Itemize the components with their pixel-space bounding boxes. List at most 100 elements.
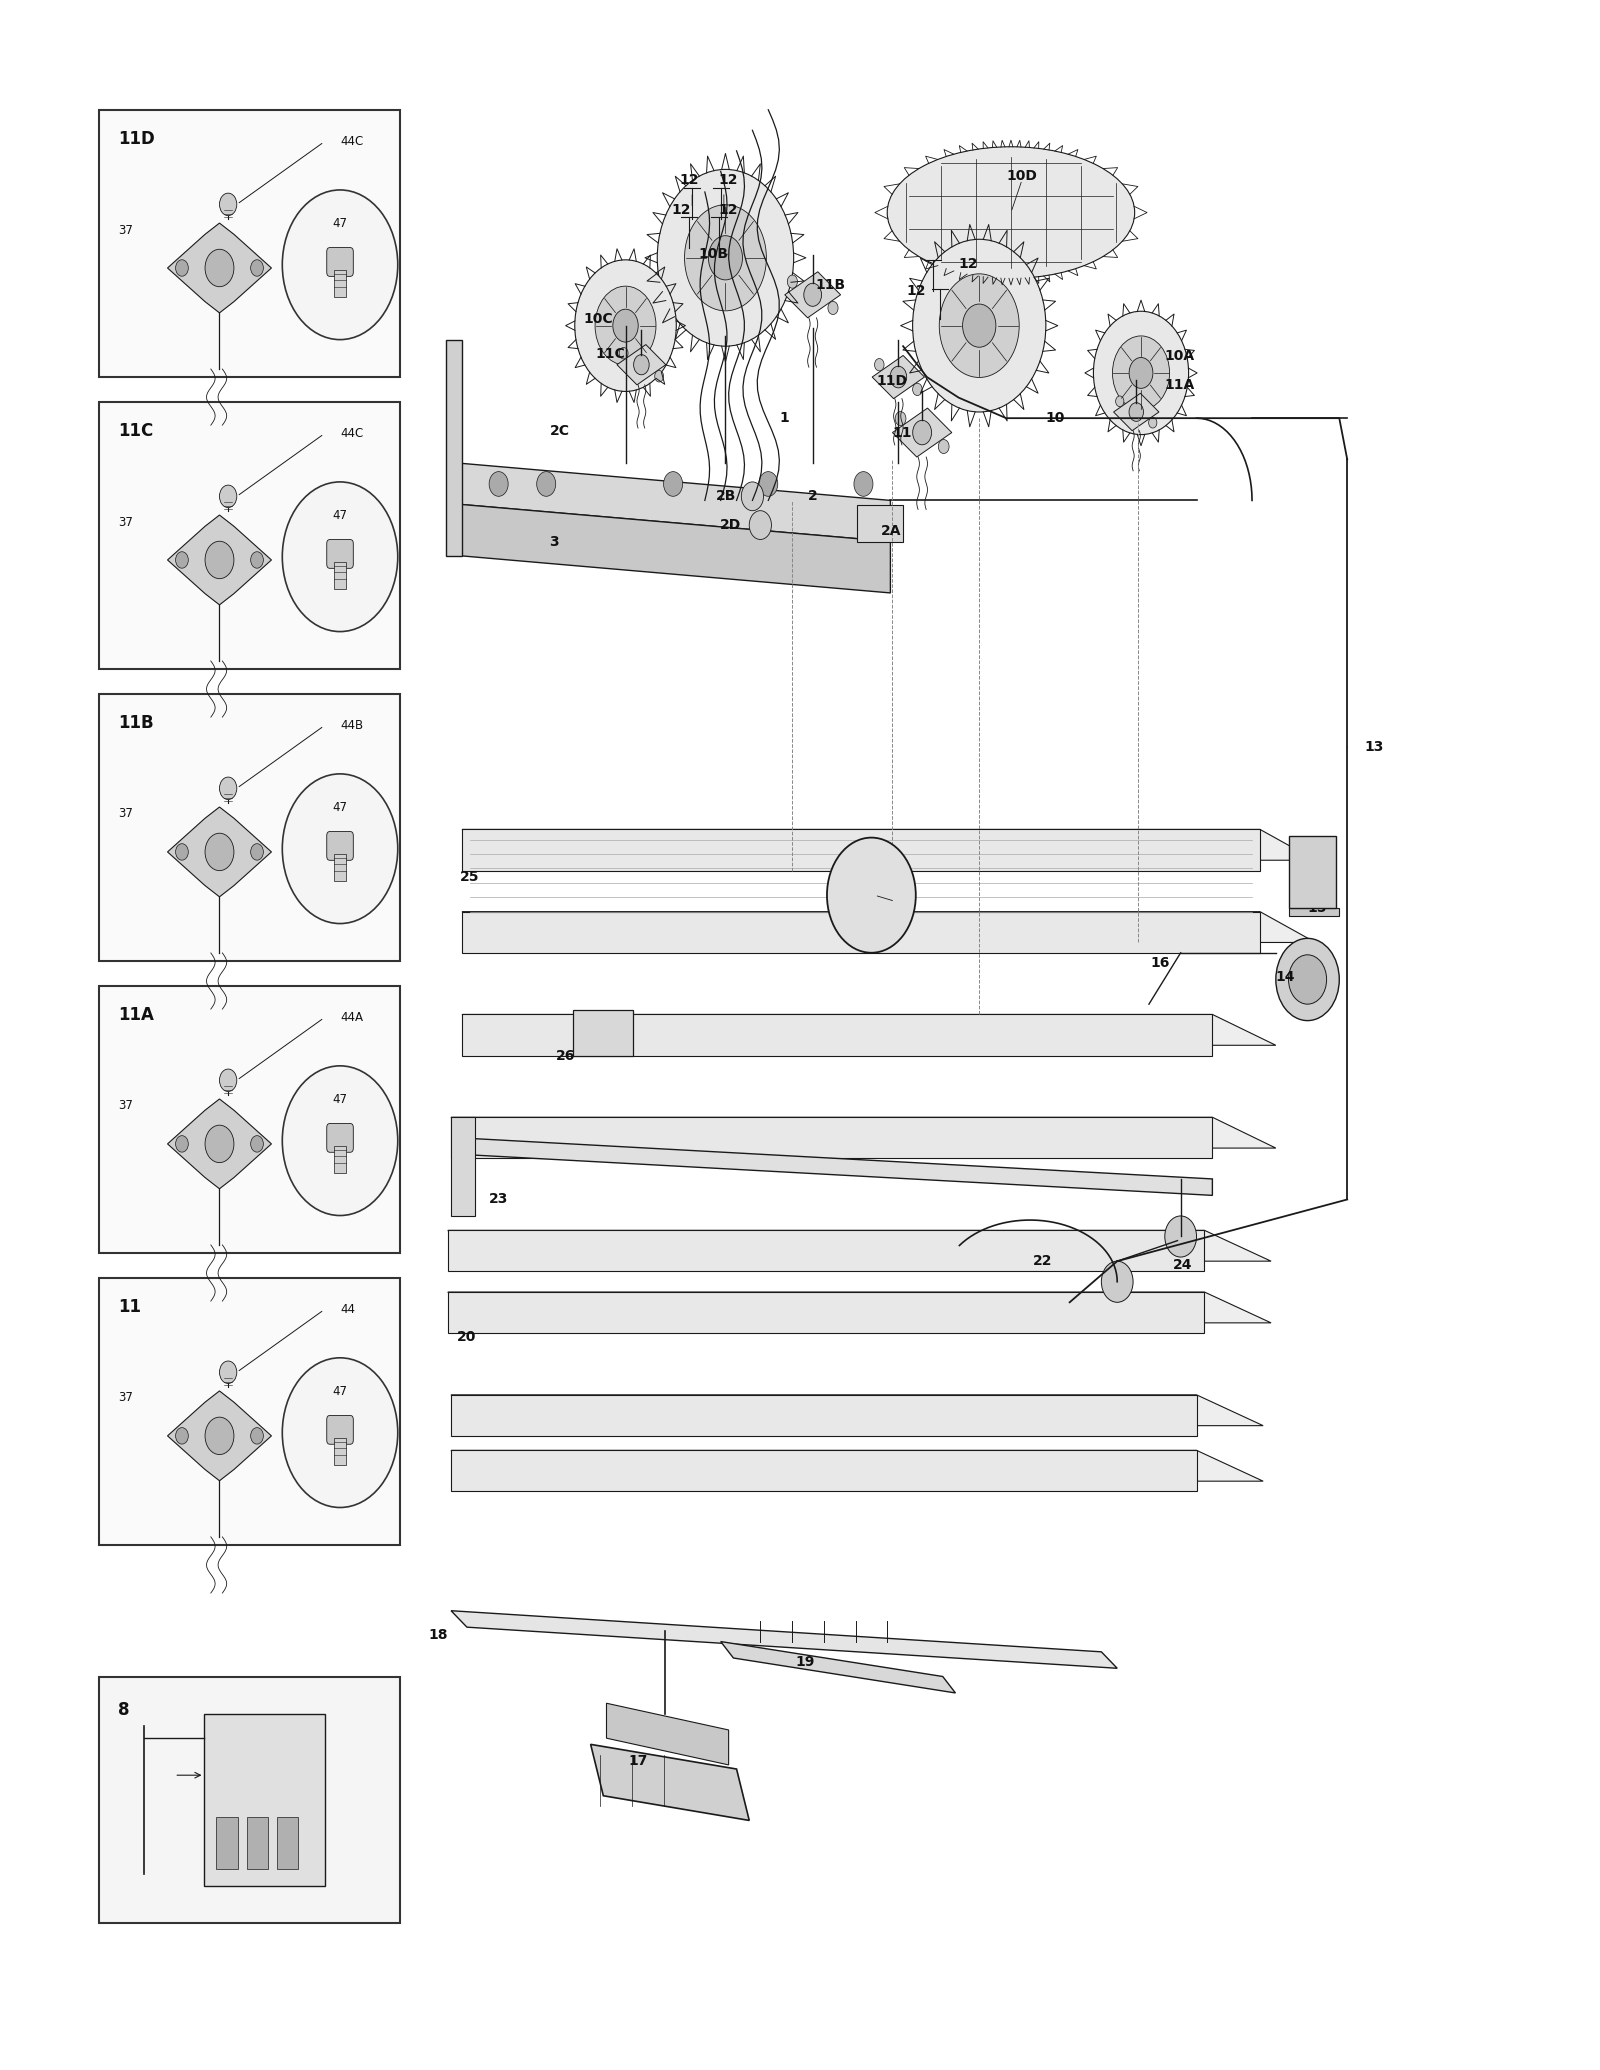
Circle shape xyxy=(1130,358,1154,389)
Polygon shape xyxy=(462,830,1315,861)
Text: 11A: 11A xyxy=(118,1006,154,1025)
Circle shape xyxy=(634,354,650,375)
Text: 17: 17 xyxy=(629,1753,648,1768)
Text: 10C: 10C xyxy=(584,313,613,327)
Circle shape xyxy=(490,472,509,497)
Text: 8: 8 xyxy=(237,1679,246,1693)
Text: 2A: 2A xyxy=(882,524,901,538)
Circle shape xyxy=(894,412,906,426)
Circle shape xyxy=(654,371,664,383)
Circle shape xyxy=(939,273,1019,377)
Circle shape xyxy=(1093,310,1189,435)
Circle shape xyxy=(205,540,234,580)
Text: 11A: 11A xyxy=(1165,379,1195,393)
Polygon shape xyxy=(462,911,1259,952)
Polygon shape xyxy=(462,830,1259,871)
Text: 2D: 2D xyxy=(720,518,741,532)
Text: 18: 18 xyxy=(429,1629,448,1642)
Text: 11: 11 xyxy=(118,1298,141,1317)
FancyBboxPatch shape xyxy=(326,248,354,277)
Text: 12: 12 xyxy=(958,257,978,271)
Circle shape xyxy=(827,302,838,315)
Bar xyxy=(246,1817,269,1869)
Circle shape xyxy=(709,236,742,279)
Polygon shape xyxy=(784,271,840,319)
Circle shape xyxy=(176,553,189,567)
Circle shape xyxy=(536,472,555,497)
Polygon shape xyxy=(451,1118,1213,1159)
Text: 10: 10 xyxy=(1046,412,1066,424)
Text: 12: 12 xyxy=(718,203,738,217)
Circle shape xyxy=(619,348,629,358)
Circle shape xyxy=(613,308,638,342)
Polygon shape xyxy=(462,1014,1275,1045)
Bar xyxy=(99,1677,400,1923)
Bar xyxy=(99,693,400,960)
Circle shape xyxy=(664,472,683,497)
Text: 37: 37 xyxy=(118,1099,133,1112)
Circle shape xyxy=(176,259,189,275)
Text: 8: 8 xyxy=(118,1702,130,1720)
Text: 20: 20 xyxy=(458,1331,477,1343)
Text: 47: 47 xyxy=(333,217,347,230)
Text: 15: 15 xyxy=(1307,900,1326,915)
Text: 11: 11 xyxy=(891,426,912,439)
Bar xyxy=(99,985,400,1252)
Circle shape xyxy=(1115,395,1123,406)
Text: 44B: 44B xyxy=(341,718,363,733)
Circle shape xyxy=(1299,861,1309,874)
Polygon shape xyxy=(858,505,902,542)
FancyBboxPatch shape xyxy=(326,540,354,569)
Circle shape xyxy=(176,845,189,861)
Polygon shape xyxy=(448,1230,1270,1261)
Text: 47: 47 xyxy=(333,1385,347,1397)
Text: 37: 37 xyxy=(118,807,133,820)
Polygon shape xyxy=(451,1395,1262,1426)
Text: 22: 22 xyxy=(1034,1254,1053,1269)
Bar xyxy=(216,1817,238,1869)
Polygon shape xyxy=(590,1745,749,1820)
Text: 2C: 2C xyxy=(550,424,570,437)
Polygon shape xyxy=(448,1230,1205,1271)
Circle shape xyxy=(854,472,874,497)
Circle shape xyxy=(963,304,995,348)
Circle shape xyxy=(787,275,797,288)
Text: 26: 26 xyxy=(555,1049,574,1062)
Ellipse shape xyxy=(888,147,1134,277)
Circle shape xyxy=(1101,1261,1133,1302)
Text: 19: 19 xyxy=(795,1656,814,1668)
Circle shape xyxy=(282,482,398,631)
Text: 44: 44 xyxy=(341,1304,355,1317)
Polygon shape xyxy=(1114,393,1158,431)
Circle shape xyxy=(803,284,821,306)
Circle shape xyxy=(658,170,794,346)
Polygon shape xyxy=(446,339,462,557)
Bar xyxy=(205,1714,325,1886)
Polygon shape xyxy=(451,1610,1117,1668)
Text: 37: 37 xyxy=(118,224,133,236)
Circle shape xyxy=(282,774,398,923)
Polygon shape xyxy=(451,1395,1197,1437)
Circle shape xyxy=(890,366,907,387)
Circle shape xyxy=(827,838,915,952)
Circle shape xyxy=(176,1136,189,1153)
Polygon shape xyxy=(448,1292,1270,1323)
Text: 24: 24 xyxy=(1173,1259,1192,1273)
Text: 16: 16 xyxy=(1150,956,1170,971)
Text: 10D: 10D xyxy=(1006,168,1037,182)
FancyBboxPatch shape xyxy=(326,1416,354,1445)
Polygon shape xyxy=(462,464,891,542)
Text: 44C: 44C xyxy=(341,135,363,149)
Circle shape xyxy=(205,1126,234,1163)
Bar xyxy=(334,1147,346,1174)
Circle shape xyxy=(938,439,949,453)
Circle shape xyxy=(282,1358,398,1507)
Polygon shape xyxy=(168,515,272,604)
Circle shape xyxy=(251,845,264,861)
Text: 47: 47 xyxy=(333,1093,347,1105)
Polygon shape xyxy=(168,1391,272,1480)
Polygon shape xyxy=(448,1292,1205,1333)
Text: 12: 12 xyxy=(680,172,699,186)
Circle shape xyxy=(758,472,778,497)
Circle shape xyxy=(219,1068,237,1091)
